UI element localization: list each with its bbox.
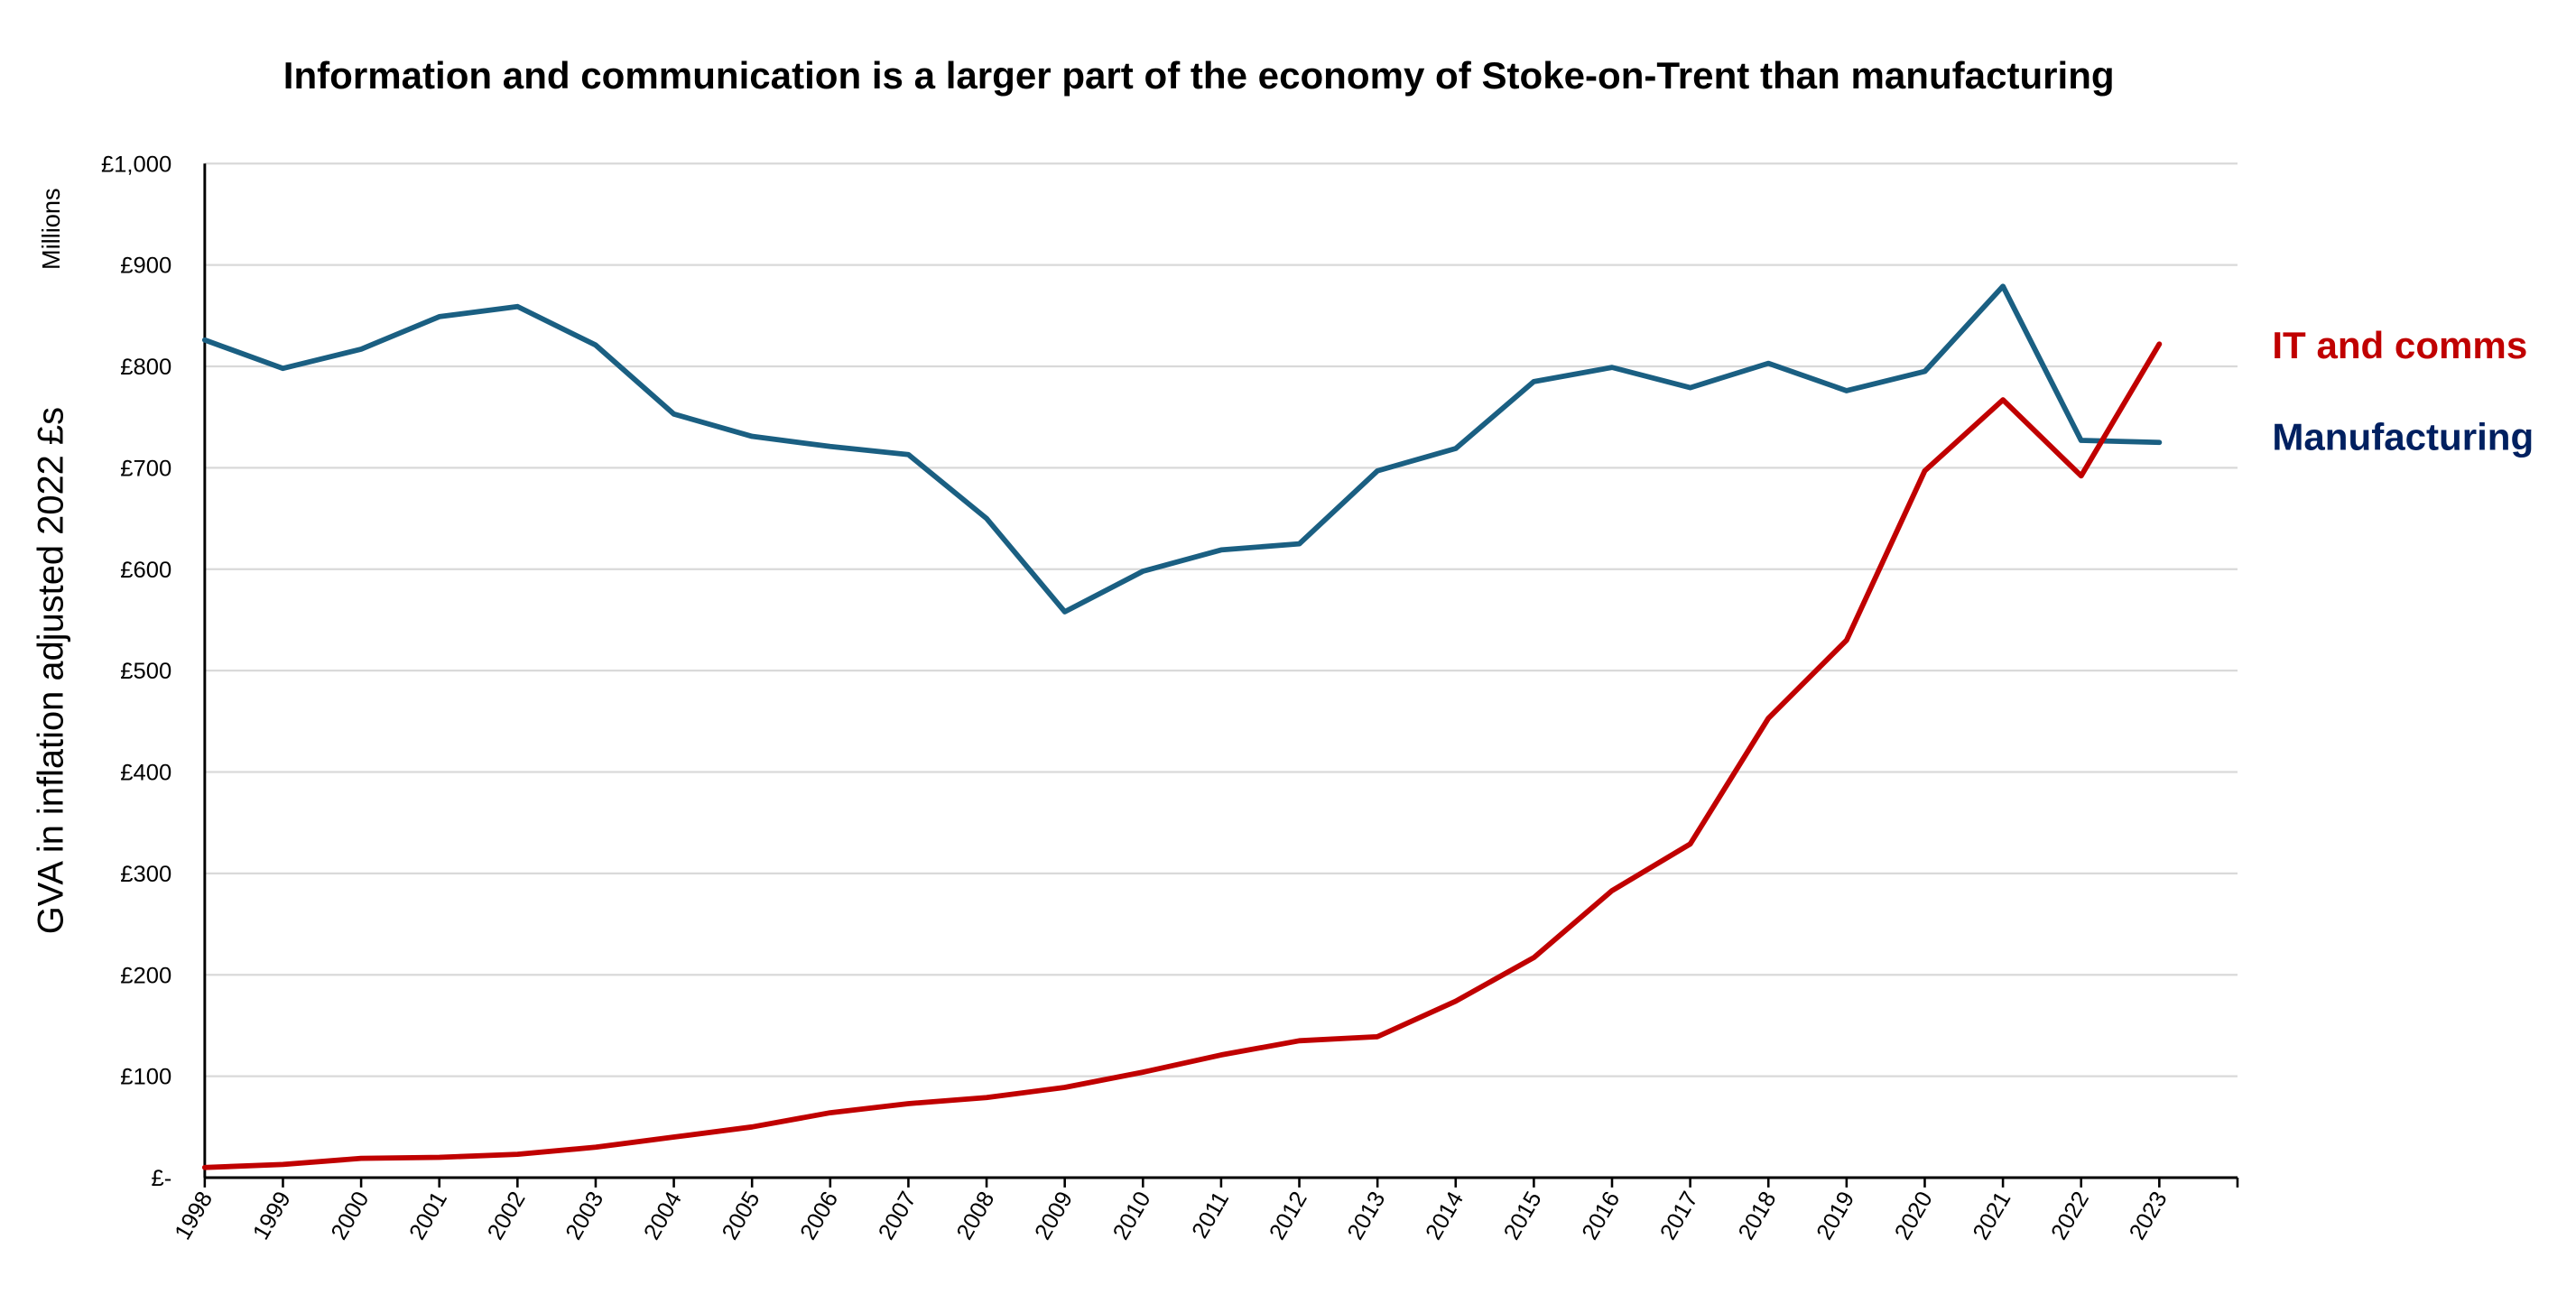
x-tick-label: 2016 — [1578, 1188, 1626, 1244]
x-tick-label: 1998 — [170, 1188, 218, 1244]
y-tick-label: £700 — [120, 457, 171, 482]
y-axis-tick-labels: £- £100 £200 £300 £400 £500 £600 £700 £800 £900 £1… — [101, 152, 171, 1191]
x-tick-label: 2011 — [1187, 1188, 1234, 1243]
gridlines — [204, 162, 2238, 1077]
x-tick-label: 2004 — [639, 1188, 687, 1244]
chart-title: Information and communication is a large… — [283, 54, 2115, 97]
x-tick-label: 2000 — [327, 1188, 375, 1244]
y-tick-label: £100 — [120, 1065, 171, 1090]
series-line-it-and-comms — [201, 341, 2163, 1170]
y-tick-label: £300 — [120, 862, 171, 887]
x-tick-label: 2002 — [483, 1188, 531, 1244]
series-lines — [201, 283, 2163, 1170]
x-tick-label: 2021 — [1969, 1188, 2016, 1244]
x-tick-label: 2010 — [1108, 1188, 1156, 1244]
x-tick-label: 2013 — [1343, 1188, 1391, 1244]
x-tick-label: 2020 — [1890, 1188, 1938, 1244]
y-tick-label: £1,000 — [101, 152, 171, 177]
y-tick-label: £400 — [120, 761, 171, 786]
x-tick-label: 2006 — [795, 1188, 843, 1244]
x-tick-label: 2018 — [1734, 1188, 1782, 1244]
x-tick-label: 2015 — [1499, 1188, 1547, 1244]
y-axis-label: GVA in inflation adjusted 2022 £s — [31, 407, 70, 934]
y-tick-label: £900 — [120, 254, 171, 279]
x-tick-label: 2008 — [952, 1188, 1000, 1244]
series-line-manufacturing — [201, 283, 2163, 615]
x-tick-label: 2009 — [1030, 1188, 1078, 1244]
x-tick-label: 2019 — [1812, 1188, 1859, 1244]
legend-label-it-and-comms: IT and comms — [2272, 324, 2527, 366]
x-tick-label: 2023 — [2125, 1188, 2173, 1244]
x-tick-label: 2005 — [718, 1188, 765, 1244]
x-tick-label: 2017 — [1655, 1188, 1703, 1244]
legend-label-manufacturing: Manufacturing — [2272, 416, 2534, 458]
x-tick-label: 2001 — [404, 1188, 452, 1244]
x-tick-label: 2012 — [1265, 1188, 1312, 1244]
axes — [203, 163, 2239, 1188]
x-tick-label: 1999 — [248, 1188, 296, 1244]
x-axis-tick-labels: 1998 1999 2000 2001 2002 2003 2004 2005 2006 2007… — [170, 1188, 2172, 1244]
y-tick-label: £200 — [120, 963, 171, 988]
y-tick-label: £600 — [120, 558, 171, 583]
x-tick-label: 2007 — [874, 1188, 922, 1244]
y-axis-units-label: Millions — [37, 188, 65, 270]
y-tick-label: £800 — [120, 355, 171, 380]
x-tick-label: 2003 — [561, 1188, 608, 1244]
x-tick-label: 2022 — [2046, 1188, 2094, 1244]
y-tick-label: £500 — [120, 659, 171, 684]
y-tick-label: £- — [151, 1166, 171, 1191]
x-tick-label: 2014 — [1421, 1188, 1469, 1244]
